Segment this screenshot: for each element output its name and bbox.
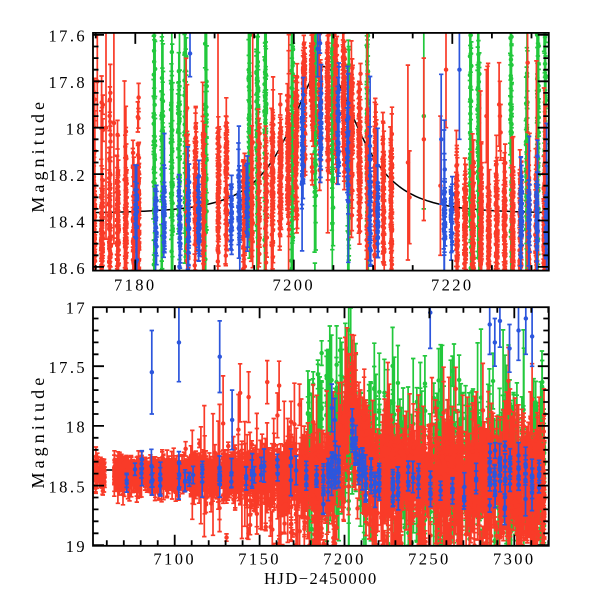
svg-text:18: 18 <box>66 120 87 139</box>
svg-text:18: 18 <box>66 418 87 437</box>
svg-text:7300: 7300 <box>493 550 536 569</box>
svg-text:17: 17 <box>66 298 87 317</box>
svg-text:17.6: 17.6 <box>49 27 87 46</box>
svg-text:17.5: 17.5 <box>49 358 87 377</box>
svg-text:7200: 7200 <box>323 550 366 569</box>
svg-text:Magnitude: Magnitude <box>28 374 48 489</box>
svg-text:7180: 7180 <box>114 275 157 294</box>
svg-text:7100: 7100 <box>153 550 196 569</box>
svg-text:18.5: 18.5 <box>49 477 87 496</box>
svg-text:19: 19 <box>66 537 87 556</box>
svg-text:7150: 7150 <box>238 550 281 569</box>
svg-text:HJD−2450000: HJD−2450000 <box>264 569 378 588</box>
svg-text:7250: 7250 <box>408 550 451 569</box>
svg-text:7200: 7200 <box>272 275 315 294</box>
svg-text:17.8: 17.8 <box>49 73 87 92</box>
svg-text:18.4: 18.4 <box>49 212 87 231</box>
svg-text:18.6: 18.6 <box>49 259 87 278</box>
svg-text:7220: 7220 <box>431 275 474 294</box>
svg-text:18.2: 18.2 <box>49 166 87 185</box>
svg-text:Magnitude: Magnitude <box>28 98 48 213</box>
